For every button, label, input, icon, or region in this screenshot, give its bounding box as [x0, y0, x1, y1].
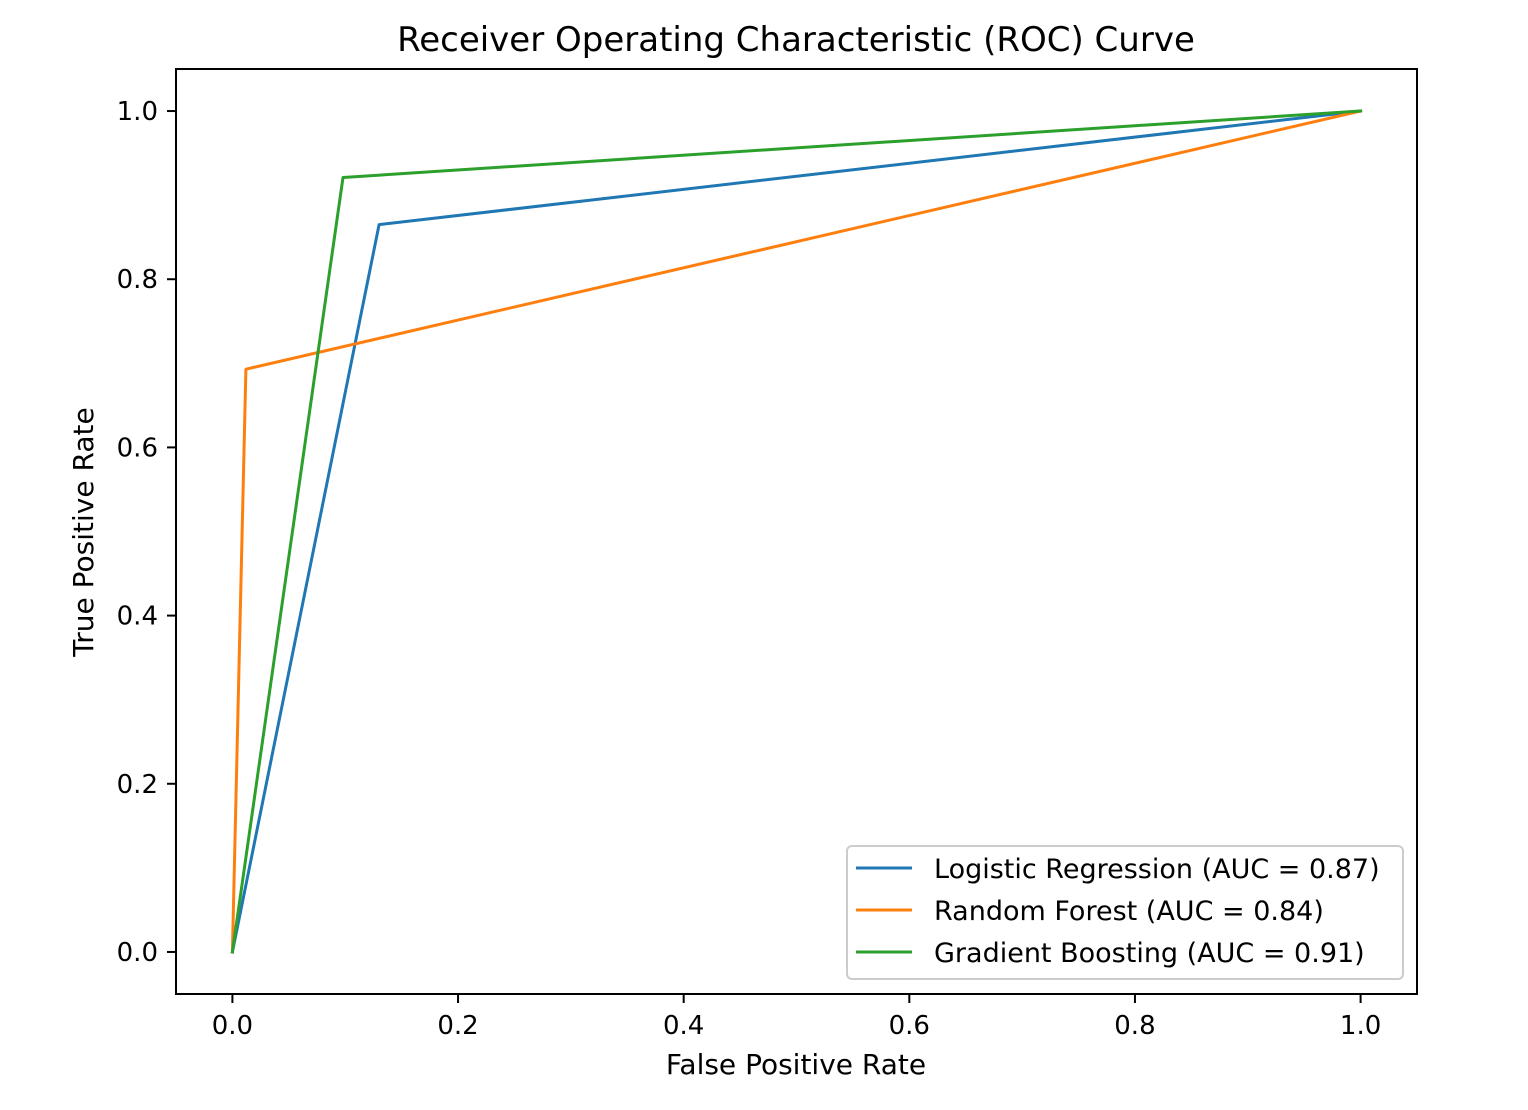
x-tick-label: 0.6 [889, 1011, 930, 1041]
series-line-1 [230, 109, 1363, 954]
series-line-0 [230, 109, 1363, 954]
x-axis-label: False Positive Rate [666, 1048, 926, 1081]
y-axis-label: True Positive Rate [67, 407, 100, 657]
y-tick-label: 1.0 [117, 97, 158, 127]
y-tick-label: 0.2 [117, 770, 158, 800]
y-tick-label: 0.8 [117, 265, 158, 295]
axis-ticks: 0.0 0.2 0.4 0.6 0.8 1.0 0.0 0.2 0.4 0.6 0.8 1.0 [117, 97, 1382, 1041]
legend-entry-label: Gradient Boosting (AUC = 0.91) [934, 938, 1365, 969]
x-tick-label: 0.2 [437, 1011, 478, 1041]
legend-entry-label: Logistic Regression (AUC = 0.87) [934, 854, 1380, 885]
legend-box [846, 845, 1404, 980]
series-lines [230, 109, 1363, 954]
x-tick-label: 1.0 [1340, 1011, 1381, 1041]
y-tick-label: 0.0 [117, 938, 158, 968]
legend: Logistic Regression (AUC = 0.87) Random F… [846, 845, 1404, 980]
x-tick-label: 0.4 [663, 1011, 704, 1041]
y-tick-label: 0.4 [117, 602, 158, 632]
x-tick-label: 0.8 [1114, 1011, 1155, 1041]
chart-title: Receiver Operating Characteristic (ROC) … [397, 20, 1195, 60]
plot-area-frame [175, 68, 1418, 995]
series-line-2 [230, 109, 1363, 954]
x-tick-label: 0.0 [212, 1011, 253, 1041]
y-tick-label: 0.6 [117, 433, 158, 463]
legend-entry-label: Random Forest (AUC = 0.84) [934, 896, 1324, 927]
